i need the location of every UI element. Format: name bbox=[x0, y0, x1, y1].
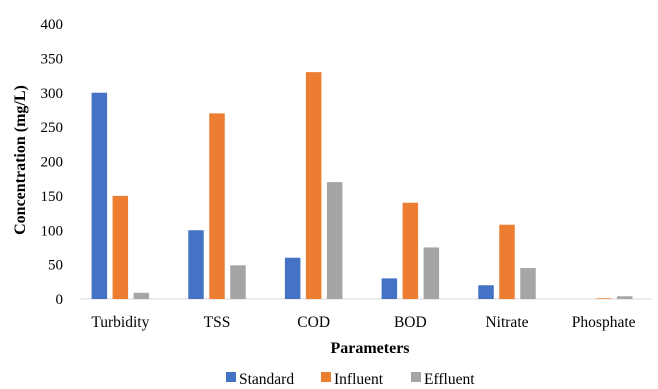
bar-standard-nitrate bbox=[478, 285, 494, 299]
y-tick-label: 350 bbox=[41, 51, 64, 67]
y-tick-label: 400 bbox=[41, 17, 64, 33]
bar-influent-bod bbox=[402, 202, 419, 299]
legend-swatch-effluent bbox=[411, 372, 421, 382]
bar-influent-tss bbox=[209, 113, 225, 299]
x-category-label: TSS bbox=[204, 314, 231, 331]
bar-standard-cod bbox=[284, 257, 301, 299]
bar-standard-tss bbox=[188, 230, 204, 299]
legend-swatch-influent bbox=[321, 372, 331, 382]
y-tick-label: 0 bbox=[56, 292, 64, 308]
bar-influent-cod bbox=[305, 72, 322, 299]
x-category-label: Nitrate bbox=[485, 314, 528, 331]
y-tick-label: 250 bbox=[41, 120, 64, 136]
y-axis-ticks: 0 50 100 150 200 250 300 350 400 bbox=[41, 17, 64, 308]
bar-standard-turbidity bbox=[91, 92, 108, 299]
y-tick-label: 300 bbox=[41, 86, 64, 102]
legend-label-effluent: Effluent bbox=[424, 371, 475, 388]
y-axis-title: Concentration (mg/L) bbox=[12, 85, 29, 235]
bar-influent-phosphate bbox=[595, 298, 612, 299]
y-tick-label: 200 bbox=[41, 155, 64, 171]
bar-effluent-bod bbox=[423, 247, 440, 299]
x-axis-title: Parameters bbox=[330, 340, 409, 357]
x-category-label: Phosphate bbox=[572, 314, 636, 331]
bar-effluent-nitrate bbox=[520, 268, 536, 299]
bar-effluent-tss bbox=[230, 265, 246, 299]
bar-effluent-turbidity bbox=[133, 292, 150, 299]
y-tick-label: 150 bbox=[41, 189, 64, 205]
bar-standard-bod bbox=[381, 278, 398, 299]
legend-label-influent: Influent bbox=[334, 371, 384, 388]
bar-influent-turbidity bbox=[112, 195, 129, 299]
x-axis-category-labels: Turbidity TSS COD BOD Nitrate Phosphate bbox=[91, 314, 635, 331]
y-tick-label: 50 bbox=[48, 258, 63, 274]
x-category-label: Turbidity bbox=[91, 314, 149, 331]
legend: Standard Influent Effluent bbox=[226, 371, 475, 388]
x-category-label: COD bbox=[297, 314, 330, 331]
y-tick-label: 100 bbox=[41, 223, 64, 239]
bar-effluent-phosphate bbox=[616, 296, 633, 299]
x-category-label: BOD bbox=[394, 314, 427, 331]
legend-label-standard: Standard bbox=[239, 371, 294, 388]
legend-swatch-standard bbox=[226, 372, 236, 382]
bar-influent-nitrate bbox=[499, 224, 515, 299]
bar-effluent-cod bbox=[326, 182, 343, 299]
bars bbox=[91, 72, 633, 299]
